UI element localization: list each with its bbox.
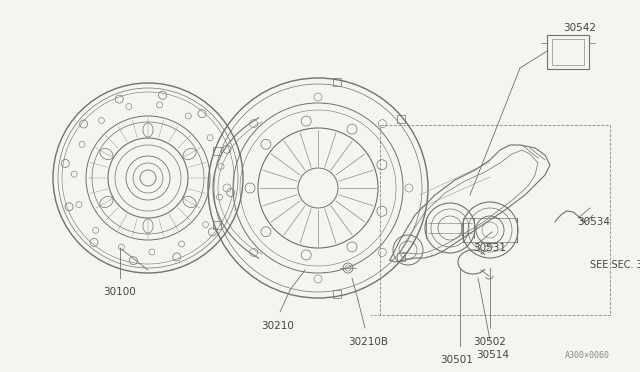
Text: 30531: 30531 bbox=[474, 243, 506, 253]
Bar bbox=[333, 78, 340, 86]
Bar bbox=[212, 147, 221, 155]
Bar bbox=[552, 39, 584, 65]
Text: 30501: 30501 bbox=[440, 355, 474, 365]
Text: 30514: 30514 bbox=[477, 350, 509, 360]
Bar bbox=[547, 35, 589, 69]
Text: 30534: 30534 bbox=[577, 217, 611, 227]
Bar bbox=[212, 221, 221, 229]
Bar bbox=[333, 291, 340, 298]
Text: 30100: 30100 bbox=[104, 287, 136, 297]
Bar bbox=[397, 253, 404, 262]
Text: 30542: 30542 bbox=[563, 23, 596, 33]
Text: 30210: 30210 bbox=[262, 321, 294, 331]
Text: A300×0060: A300×0060 bbox=[565, 351, 610, 360]
Text: SEE SEC. 321: SEE SEC. 321 bbox=[590, 260, 640, 270]
Text: 30210B: 30210B bbox=[348, 337, 388, 347]
Bar bbox=[380, 125, 610, 315]
Bar bbox=[397, 115, 404, 123]
Text: 30502: 30502 bbox=[474, 337, 506, 347]
